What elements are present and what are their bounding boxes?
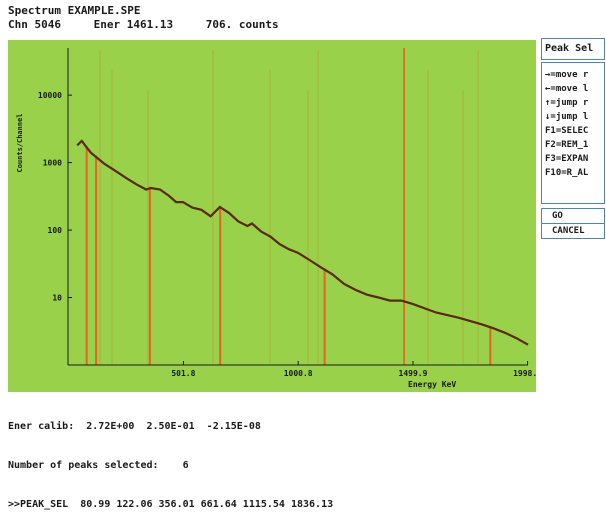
spectrum-title: Spectrum EXAMPLE.SPE xyxy=(8,4,141,17)
spectrum-plot[interactable]: Counts/Channel 10 100 1000 10000 501.8 1000.8… xyxy=(8,40,536,392)
menu-item-7[interactable]: F10=R_AL xyxy=(545,168,589,178)
tick-labels: 10 100 1000 10000 501.8 1000.8 1499.9 1998.1 xyxy=(38,91,536,378)
cancel-button[interactable]: CANCEL xyxy=(541,223,605,239)
menu-item-5[interactable]: F2=REM_1 xyxy=(545,140,589,150)
y-axis-label: Counts/Channel xyxy=(16,113,24,172)
y-tick-label-3: 10000 xyxy=(38,91,62,100)
menu-item-4[interactable]: F1=SELEC xyxy=(545,126,589,136)
y-tick-label-2: 1000 xyxy=(43,159,62,168)
go-button[interactable]: GO xyxy=(541,208,605,224)
menu-item-3[interactable]: ↓=jump l xyxy=(545,112,589,122)
menu-item-2[interactable]: ↑=jump r xyxy=(545,98,589,108)
peak-markers xyxy=(85,48,492,365)
peaks-selected-count: Number of peaks selected: 6 xyxy=(8,460,189,471)
y-tick-label-0: 10 xyxy=(52,294,62,303)
energy-readout: Ener 1461.13 xyxy=(93,18,174,31)
x-tick-label-1: 1000.8 xyxy=(284,369,313,378)
x-tick-label-2: 1499.9 xyxy=(399,369,428,378)
x-tick-label-0: 501.8 xyxy=(171,369,195,378)
spectrum-line xyxy=(76,139,529,346)
y-tick-label-1: 100 xyxy=(48,226,63,235)
key-help-menu: →=move r ←=move l ↑=jump r ↓=jump l F1=SELEC… xyxy=(541,62,605,204)
panel-title: Peak Sel xyxy=(541,38,605,60)
x-axis-label: Energy KeV xyxy=(408,380,456,389)
spectrum-header: Spectrum EXAMPLE.SPE Chn 5046 Ener 1461.… xyxy=(8,4,305,32)
status-footer: Ener calib: 2.72E+00 2.50E-01 -2.15E-08 … xyxy=(8,394,333,524)
x-tick-label-3: 1998.1 xyxy=(513,369,536,378)
peak-sel-command: >>PEAK_SEL 80.99 122.06 356.01 661.64 11… xyxy=(8,499,334,510)
spectrum-spikes xyxy=(99,50,479,365)
channel-readout: Chn 5046 xyxy=(8,18,61,31)
menu-item-6[interactable]: F3=EXPAN xyxy=(545,154,589,164)
cursor-readout: Chn 5046 Ener 1461.13 706. counts xyxy=(8,18,305,32)
menu-item-1[interactable]: ←=move l xyxy=(545,84,589,94)
counts-readout: 706. counts xyxy=(205,18,279,31)
peak-select-panel: Peak Sel →=move r ←=move l ↑=jump r ↓=jump … xyxy=(541,38,606,239)
y-axis-label-group: Counts/Channel xyxy=(16,113,24,172)
energy-calibration: Ener calib: 2.72E+00 2.50E-01 -2.15E-08 xyxy=(8,421,261,432)
menu-item-0[interactable]: →=move r xyxy=(545,70,589,80)
